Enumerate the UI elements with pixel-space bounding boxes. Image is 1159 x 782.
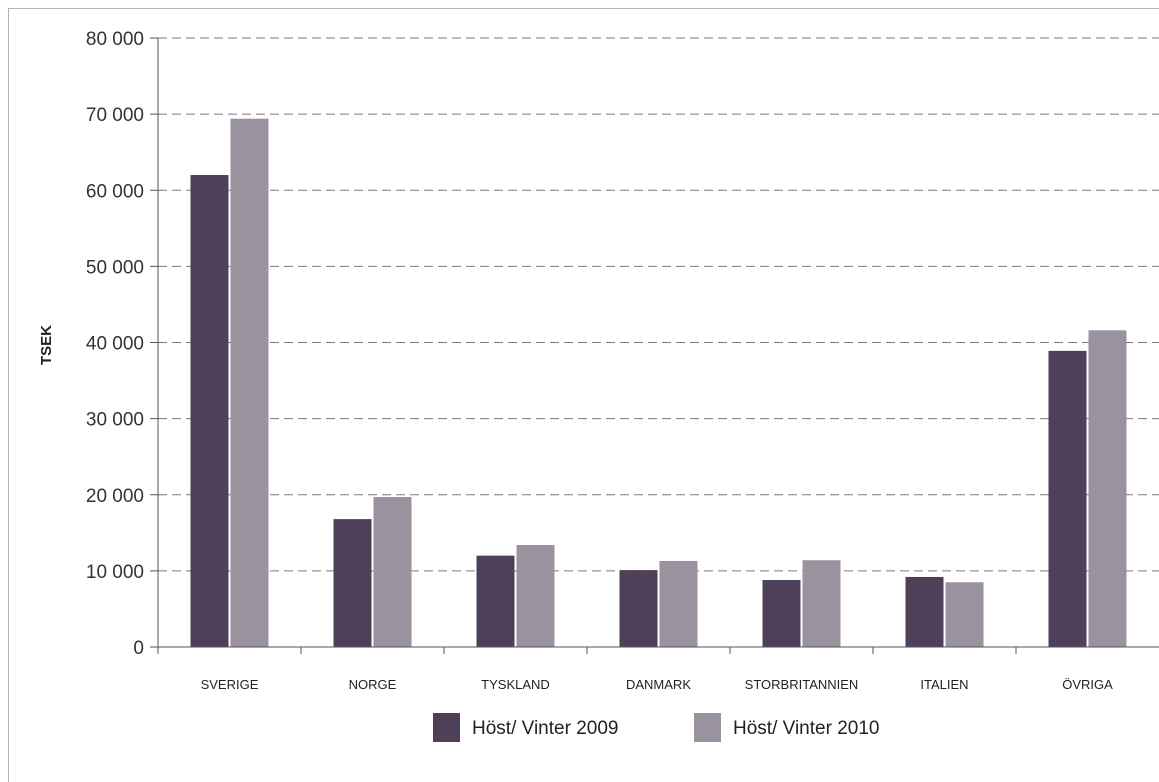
bar bbox=[516, 544, 555, 647]
bar bbox=[1088, 330, 1127, 647]
bar bbox=[659, 560, 698, 647]
chart-frame bbox=[8, 8, 1159, 782]
legend-swatch bbox=[433, 713, 460, 742]
x-axis: SVERIGE NORGE TYSKLAND DANMARK STORBRITANNIE… bbox=[157, 646, 1159, 692]
y-tick-label: 40 000 bbox=[86, 334, 144, 355]
y-tick-label: 80 000 bbox=[86, 29, 144, 50]
bar bbox=[1048, 350, 1087, 647]
bar bbox=[476, 555, 515, 647]
y-tick-label: 70 000 bbox=[86, 105, 144, 126]
bar bbox=[373, 497, 412, 647]
x-tick-label: ÖVRIGA bbox=[1062, 677, 1113, 692]
legend-swatch bbox=[694, 713, 721, 742]
bar bbox=[230, 118, 269, 647]
y-axis-label: TSEK bbox=[38, 325, 55, 365]
bar bbox=[762, 580, 801, 647]
gridlines bbox=[158, 37, 1159, 572]
legend-label: Höst/ Vinter 2009 bbox=[472, 718, 618, 739]
x-tick-label: SVERIGE bbox=[201, 677, 259, 692]
bar bbox=[619, 570, 658, 647]
bar bbox=[905, 576, 944, 647]
y-tick-label: 20 000 bbox=[86, 486, 144, 507]
x-tick-label: TYSKLAND bbox=[481, 677, 550, 692]
bar bbox=[190, 175, 229, 647]
bar bbox=[333, 519, 372, 647]
bars bbox=[190, 118, 1127, 647]
y-tick-label: 10 000 bbox=[86, 562, 144, 583]
y-tick-label: 50 000 bbox=[86, 257, 144, 278]
legend: Höst/ Vinter 2009 Höst/ Vinter 2010 bbox=[433, 713, 879, 742]
bar bbox=[945, 582, 984, 647]
legend-label: Höst/ Vinter 2010 bbox=[733, 718, 879, 739]
y-tick-label: 60 000 bbox=[86, 181, 144, 202]
x-tick-label: DANMARK bbox=[626, 677, 691, 692]
bar bbox=[802, 560, 841, 647]
x-tick-label: STORBRITANNIEN bbox=[745, 677, 859, 692]
x-tick-label: ITALIEN bbox=[920, 677, 968, 692]
y-tick-label: 30 000 bbox=[86, 410, 144, 431]
x-tick-label: NORGE bbox=[349, 677, 397, 692]
y-axis: 0 10 000 20 000 30 000 40 000 50 000 60 000 70 … bbox=[86, 29, 159, 659]
y-tick-label: 0 bbox=[133, 638, 144, 659]
